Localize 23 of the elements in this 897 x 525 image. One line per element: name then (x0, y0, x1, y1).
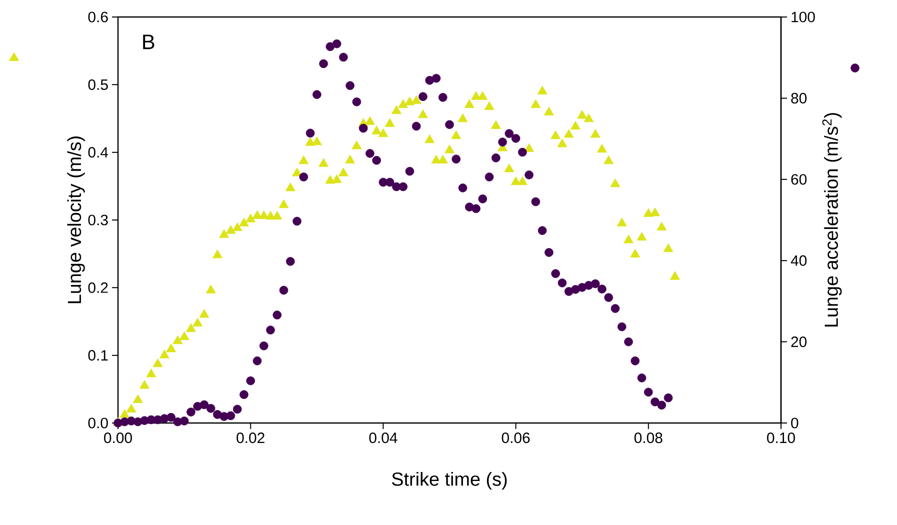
y-tick-label: 0.2 (88, 282, 108, 293)
x-tick-label: 0.02 (236, 432, 264, 444)
y-tick-label: 0.1 (88, 350, 108, 361)
y2-tick-label: 100 (792, 12, 815, 22)
x-tick-label: 0.10 (767, 432, 795, 444)
y2-tick-label: 80 (791, 92, 807, 104)
y-axis-title: Lunge velocity (m/s) (67, 136, 85, 304)
x-tick-label: 0.04 (369, 432, 398, 444)
x-axis-title: Strike time (s) (392, 472, 507, 490)
x-tick-label: 0.00 (104, 432, 132, 444)
y-tick-label: 0.0 (88, 418, 108, 428)
annotation: B (143, 34, 154, 50)
y-tick-label: 0.4 (88, 147, 108, 158)
y2-tick-label: 40 (790, 255, 807, 266)
y-tick-label: 0.3 (88, 214, 108, 226)
y-tick-label: 0.5 (88, 79, 108, 90)
x-tick-label: 0.06 (502, 432, 530, 444)
y2-axis-title: Lunge acceleration (m/s$^{2}$) (822, 113, 842, 327)
y-tick-label: 0.6 (88, 12, 108, 22)
y2-tick-label: 20 (791, 336, 807, 348)
x-tick-label: 0.08 (634, 432, 662, 444)
y2-tick-label: 60 (791, 174, 807, 185)
y2-tick-label: 0 (791, 418, 798, 428)
